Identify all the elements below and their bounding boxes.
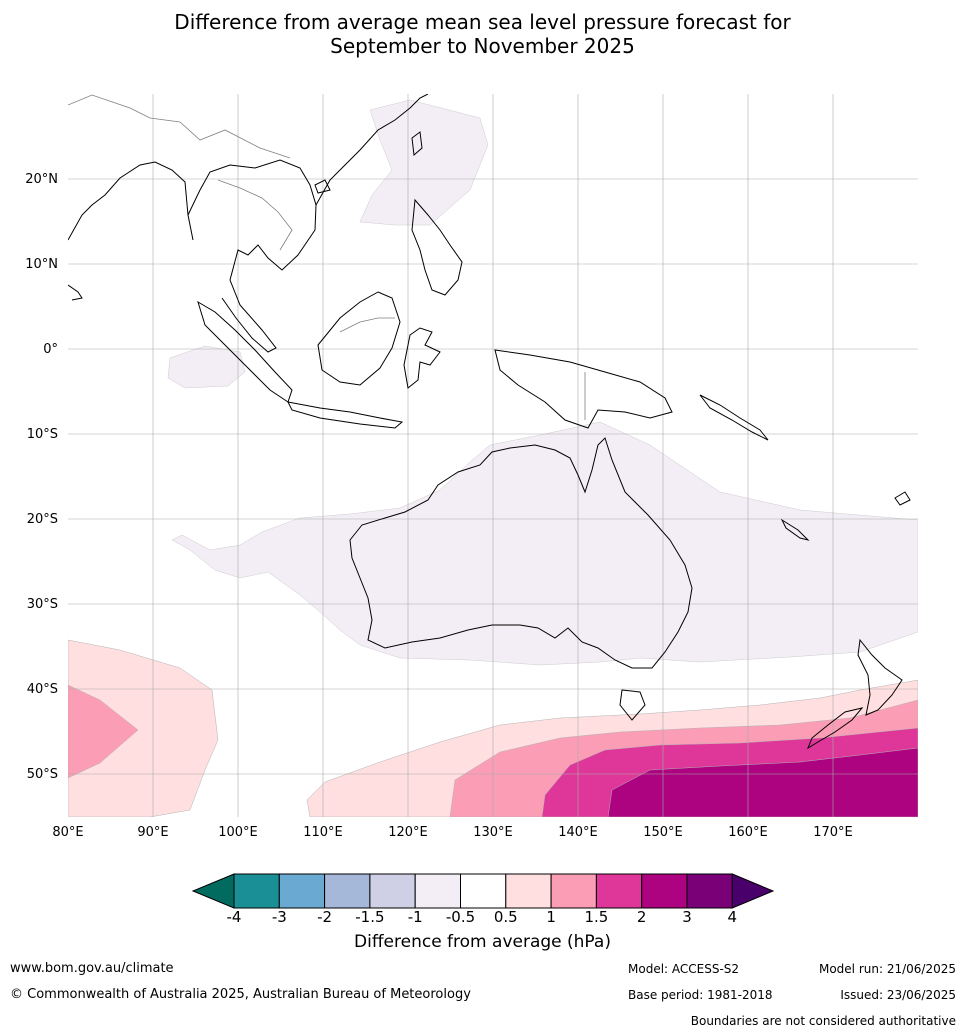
footer-base-period: Base period: 1981-2018 — [628, 988, 773, 1002]
country-borders — [68, 94, 586, 420]
footer-url: www.bom.gov.au/climate — [10, 961, 174, 976]
footer-disclaimer: Boundaries are not considered authoritat… — [690, 1014, 956, 1028]
coast-fiji — [894, 491, 911, 506]
coast-borneo — [317, 291, 401, 386]
coast-philippines — [411, 198, 463, 296]
lon-tick-label: 160°E — [728, 825, 768, 840]
colorbar-tick-label: 1.5 — [584, 908, 608, 926]
lon-tick-label: 170°E — [813, 825, 853, 840]
lon-tick-label: 140°E — [558, 825, 598, 840]
coast-tasmania — [619, 689, 646, 721]
coast-mainland-se-asia — [187, 159, 317, 353]
colorbar-tick-label: -4 — [227, 908, 242, 926]
coast-new-zealand-north — [857, 638, 903, 716]
colorbar-title: Difference from average (hPa) — [354, 932, 611, 952]
map-plot-area — [68, 94, 918, 817]
colorbar-tick-label: 1 — [546, 908, 556, 926]
colorbar-tick-label: 3 — [682, 908, 692, 926]
coast-hainan — [314, 179, 331, 194]
colorbar-bin — [505, 873, 552, 909]
colorbar-tick-label: -3 — [272, 908, 287, 926]
colorbar-tick-label: -1 — [408, 908, 423, 926]
anomaly-negative-australia — [171, 421, 918, 666]
colorbar-bin — [324, 873, 371, 909]
colorbar-bin — [278, 873, 326, 909]
colorbar-bin — [550, 873, 597, 909]
coast-sumatra — [197, 300, 293, 403]
lon-tick-label: 120°E — [388, 825, 428, 840]
lat-tick-label: 50°S — [27, 767, 58, 782]
coast-new-guinea — [494, 349, 673, 429]
colorbar: -4 -3 -2 -1.5 -1 -0.5 0.5 1 1.5 2 3 4 — [191, 873, 775, 926]
colorbar-tick-label: 4 — [728, 908, 738, 926]
coast-java — [287, 401, 404, 429]
coast-new-caledonia — [780, 518, 810, 541]
coast-new-zealand-south — [806, 707, 864, 750]
footer-model-run: Model run: 21/06/2025 — [818, 962, 956, 976]
colorbar-tick-label: 0.5 — [494, 908, 518, 926]
lat-tick-label: 20°N — [25, 172, 58, 187]
lat-tick-label: 0° — [43, 342, 58, 357]
chart-title: Difference from average mean sea level p… — [0, 10, 965, 58]
colorbar-extend-low — [191, 873, 235, 909]
lat-tick-label: 30°S — [27, 597, 58, 612]
lon-tick-label: 100°E — [218, 825, 258, 840]
footer-model: Model: ACCESS-S2 — [628, 962, 740, 976]
lon-tick-label: 90°E — [137, 825, 168, 840]
coast-solomon-islands — [699, 394, 769, 441]
coastlines — [68, 94, 911, 750]
anomaly-positive-highest-southern-ocean — [607, 747, 918, 817]
colorbar-tick-label: -0.5 — [446, 908, 475, 926]
anomaly-negative-equatorial-pacific — [359, 99, 489, 226]
coast-china — [315, 94, 429, 206]
coast-sulawesi — [403, 327, 441, 389]
coast-australia — [349, 437, 693, 669]
lat-tick-label: 10°S — [27, 427, 58, 442]
lat-tick-label: 20°S — [27, 512, 58, 527]
colorbar-bin — [686, 873, 733, 909]
colorbar-tick-label: -2 — [317, 908, 332, 926]
colorbar-bin — [641, 873, 688, 909]
coast-taiwan — [411, 131, 423, 157]
colorbar-bin — [460, 873, 507, 909]
anomaly-negative-indian-ocean — [167, 345, 246, 389]
title-line-2: September to November 2025 — [330, 34, 635, 58]
colorbar-tick-label: -1.5 — [355, 908, 384, 926]
footer-issued: Issued: 23/06/2025 — [840, 988, 956, 1002]
colorbar-bin — [233, 873, 280, 909]
colorbar-tick-labels: -4 -3 -2 -1.5 -1 -0.5 0.5 1 1.5 2 3 4 — [227, 908, 738, 926]
colorbar-bin — [369, 873, 416, 909]
lat-tick-label: 10°N — [25, 257, 58, 272]
lon-tick-label: 130°E — [473, 825, 513, 840]
coast-india — [68, 161, 194, 241]
colorbar-tick-label: 2 — [637, 908, 647, 926]
colorbar-extend-high — [731, 873, 775, 909]
lat-tick-label: 40°S — [27, 682, 58, 697]
lat-tick-labels: 20°N 10°N 0° 10°S 20°S 30°S 40°S 50°S — [25, 172, 58, 782]
lon-tick-labels: 80°E 90°E 100°E 110°E 120°E 130°E 140°E … — [52, 825, 852, 840]
lon-tick-label: 80°E — [52, 825, 83, 840]
lon-tick-label: 150°E — [643, 825, 683, 840]
footer-copyright: © Commonwealth of Australia 2025, Austra… — [10, 987, 471, 1002]
anomaly-positive-low-west — [68, 639, 219, 817]
map-gridlines — [68, 94, 918, 817]
anomaly-positive-mid-west — [68, 684, 139, 779]
lon-tick-label: 110°E — [303, 825, 343, 840]
colorbar-bin — [414, 873, 462, 909]
coast-sri-lanka — [68, 284, 83, 301]
title-line-1: Difference from average mean sea level p… — [174, 10, 791, 34]
colorbar-bin — [595, 873, 643, 909]
